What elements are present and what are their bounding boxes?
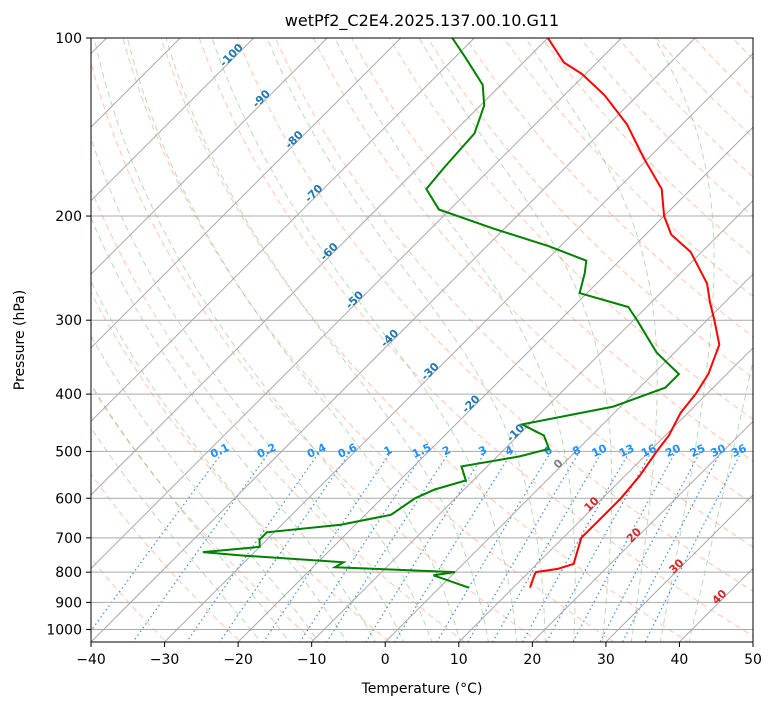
chart-title: wetPf2_C2E4.2025.137.00.10.G11 [285,11,559,31]
x-tick-label: 40 [671,652,689,668]
y-tick-label: 100 [55,31,82,47]
x-tick-label: 50 [744,652,762,668]
y-tick-label: 500 [55,444,82,460]
x-tick-label: 10 [450,652,468,668]
y-tick-label: 200 [55,209,82,225]
x-tick-label: −40 [76,652,106,668]
y-tick-label: 800 [55,565,82,581]
x-tick-label: −10 [297,652,327,668]
x-tick-label: 30 [597,652,615,668]
x-tick-label: −30 [150,652,180,668]
x-axis-label: Temperature (°C) [361,681,483,697]
x-tick-label: 0 [381,652,390,668]
y-tick-label: 400 [55,387,82,403]
x-tick-label: −20 [223,652,253,668]
y-tick-label: 600 [55,491,82,507]
y-tick-label: 700 [55,531,82,547]
x-tick-label: 20 [523,652,541,668]
y-tick-label: 1000 [46,622,82,638]
y-axis-label: Pressure (hPa) [12,290,28,390]
y-tick-label: 900 [55,595,82,611]
y-tick-label: 300 [55,313,82,329]
